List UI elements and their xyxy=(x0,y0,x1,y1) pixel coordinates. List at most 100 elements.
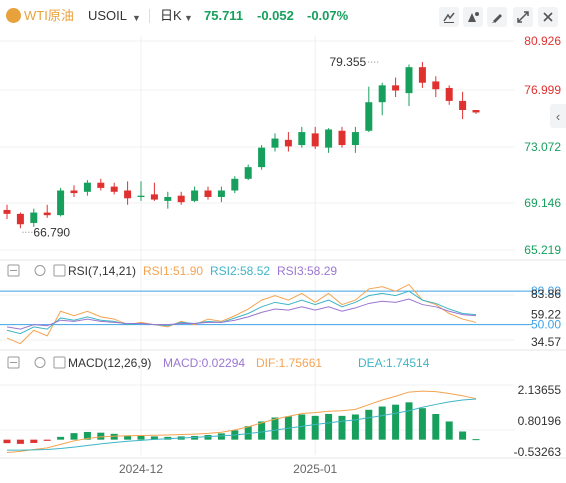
macd-axis-label: -0.53263 xyxy=(514,445,562,459)
candle-body xyxy=(3,209,11,214)
price-axis-label: 80.926 xyxy=(524,34,561,48)
price-change: -0.052 xyxy=(257,8,294,23)
candle-body xyxy=(325,129,333,148)
candle-body xyxy=(338,130,346,146)
macd-collapse-icon[interactable] xyxy=(7,356,20,369)
side-panel-toggle[interactable]: ‹ xyxy=(550,104,566,128)
header-divider xyxy=(149,9,150,23)
time-axis-label: 2024-12 xyxy=(119,462,163,476)
macd-bar xyxy=(311,415,319,440)
rsi-settings-icon[interactable] xyxy=(34,265,46,276)
candle-body xyxy=(204,190,212,197)
macd-axis: 2.13655 0.80196 -0.53263 xyxy=(514,383,562,459)
macd-bar xyxy=(378,406,386,440)
symbol-dropdown-icon[interactable]: ▼ xyxy=(132,13,141,23)
wti-logo-icon xyxy=(6,8,21,23)
instrument-title[interactable]: WTI原油 xyxy=(24,8,74,23)
macd-bar xyxy=(124,435,132,440)
candle-body xyxy=(405,67,413,94)
period-dropdown-icon[interactable]: ▼ xyxy=(184,13,193,23)
candle-body xyxy=(392,85,400,91)
rsi-axis-label: 59.22 xyxy=(531,307,561,321)
macd-line-dea xyxy=(7,398,477,451)
expand-button[interactable] xyxy=(513,7,533,27)
price-axis-label: 69.146 xyxy=(524,196,561,210)
candle-body xyxy=(459,100,467,110)
candle-body xyxy=(472,110,480,113)
candle-body xyxy=(43,212,51,216)
last-price: 75.711 xyxy=(204,8,244,23)
rsi3-value: RSI3:58.29 xyxy=(277,264,337,278)
price-axis-label: 76.999 xyxy=(524,83,561,97)
shapes-button[interactable] xyxy=(463,7,483,27)
candle-body xyxy=(231,178,239,191)
macd-bar xyxy=(445,421,453,440)
price-change-percent: -0.07% xyxy=(307,8,349,23)
macd-bar xyxy=(459,431,467,440)
macd-bar xyxy=(418,408,426,440)
rsi-line-rsi3 xyxy=(6,298,477,330)
rsi1-value: RSI1:51.90 xyxy=(143,264,203,278)
macd-bar xyxy=(43,439,51,441)
macd-bar xyxy=(351,414,359,440)
close-icon xyxy=(543,12,553,22)
macd-panel xyxy=(3,390,480,453)
expand-icon xyxy=(517,11,529,23)
candle-body xyxy=(124,190,132,199)
rsi-legend: RSI(7,14,21) RSI1:51.90 RSI2:58.52 RSI3:… xyxy=(7,264,337,278)
candle-body xyxy=(217,190,225,197)
dea-value: DEA:1.74514 xyxy=(358,356,430,370)
candle-body xyxy=(284,139,292,147)
candle-body xyxy=(351,132,359,146)
macd-bar xyxy=(365,409,373,440)
candle-body xyxy=(365,102,373,131)
candle-body xyxy=(445,87,453,101)
period-selector[interactable]: 日K xyxy=(160,8,182,23)
price-axis-label: 73.072 xyxy=(524,140,561,154)
candle-body xyxy=(378,85,386,103)
high-annotation: 79.355 xyxy=(329,55,366,69)
macd-bar xyxy=(392,404,400,440)
macd-bar xyxy=(298,414,306,440)
macd-bar xyxy=(97,432,105,440)
macd-bar xyxy=(244,426,252,440)
symbol-label[interactable]: USOIL xyxy=(88,8,128,23)
dif-value: DIF:1.75661 xyxy=(256,356,322,370)
rsi-line-rsi2 xyxy=(6,290,477,335)
candle-body xyxy=(57,190,65,216)
macd-bar xyxy=(3,439,11,444)
macd-bar xyxy=(338,415,346,440)
rsi-axis-label: 80.00 xyxy=(531,284,561,298)
brush-button[interactable] xyxy=(487,7,507,27)
macd-chart-icon[interactable] xyxy=(53,356,66,369)
macd-bar xyxy=(70,433,78,440)
macd-bar xyxy=(432,414,440,440)
macd-bar xyxy=(30,439,38,443)
draw-tool-button[interactable] xyxy=(439,7,459,27)
candle-body xyxy=(298,132,306,146)
settings-button[interactable] xyxy=(538,7,558,27)
candle-body xyxy=(311,133,319,147)
macd-value: MACD:0.02294 xyxy=(163,356,245,370)
macd-axis-label: 2.13655 xyxy=(518,383,562,397)
rsi-chart-icon[interactable] xyxy=(53,264,66,277)
candle-body xyxy=(244,167,252,179)
macd-bar xyxy=(325,414,333,440)
shapes-icon xyxy=(468,12,479,22)
macd-bar xyxy=(57,436,65,440)
candle-body xyxy=(271,138,279,148)
macd-line-dif xyxy=(6,390,477,453)
candle-body xyxy=(97,182,105,188)
price-axis: 80.926 76.999 73.072 69.146 65.219 xyxy=(524,34,561,257)
candle-body xyxy=(164,196,172,201)
rsi-panel xyxy=(0,283,532,345)
rsi-axis-label: 34.57 xyxy=(531,335,561,349)
candle-body xyxy=(16,213,24,225)
macd-bar xyxy=(405,402,413,440)
time-axis-label: 2025-01 xyxy=(293,462,337,476)
rsi-collapse-icon[interactable] xyxy=(7,264,20,277)
macd-settings-icon[interactable] xyxy=(34,357,46,368)
grid xyxy=(0,36,566,459)
